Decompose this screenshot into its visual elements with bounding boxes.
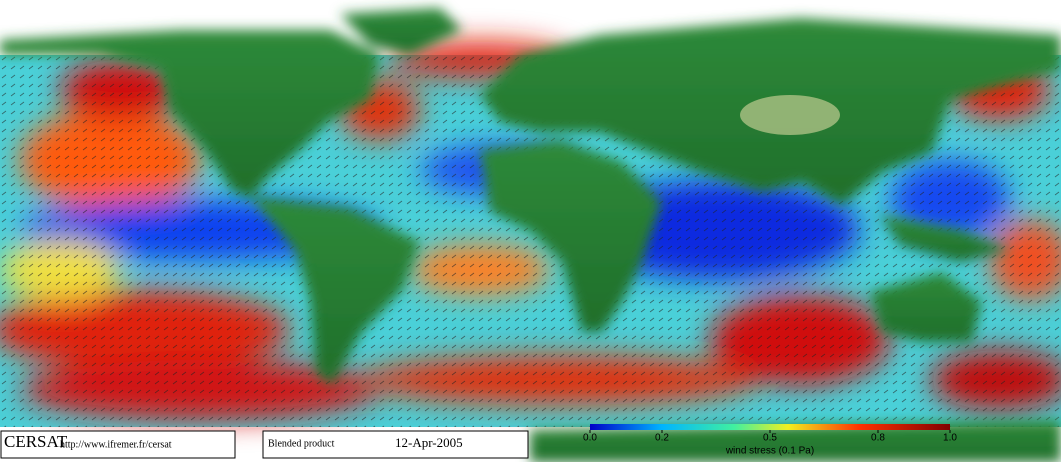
colorbar: wind stress (0.1 Pa) 0.0 0.2 0.5 0.8 1.0 (583, 424, 957, 457)
logo: CERSAT (4, 432, 68, 451)
footer: CERSAT http://www.ifremer.fr/cersat Blen… (0, 430, 529, 459)
plateau (740, 95, 840, 135)
colorbar-tick-label: 0.5 (763, 433, 777, 444)
colorbar-tick-label: 1.0 (943, 433, 957, 444)
info-box (262, 430, 529, 459)
logo-box (0, 430, 236, 459)
colorbar-tick-label: 0.0 (583, 433, 597, 444)
date: 12-Apr-2005 (395, 435, 463, 450)
colorbar-tick-label: 0.2 (655, 433, 669, 444)
colorbar-label: wind stress (0.1 Pa) (725, 446, 814, 457)
product: Blended product (268, 438, 335, 449)
url: http://www.ifremer.fr/cersat (60, 439, 172, 450)
colorbar-tick-label: 0.8 (871, 433, 885, 444)
colorbar-gradient (590, 424, 950, 430)
